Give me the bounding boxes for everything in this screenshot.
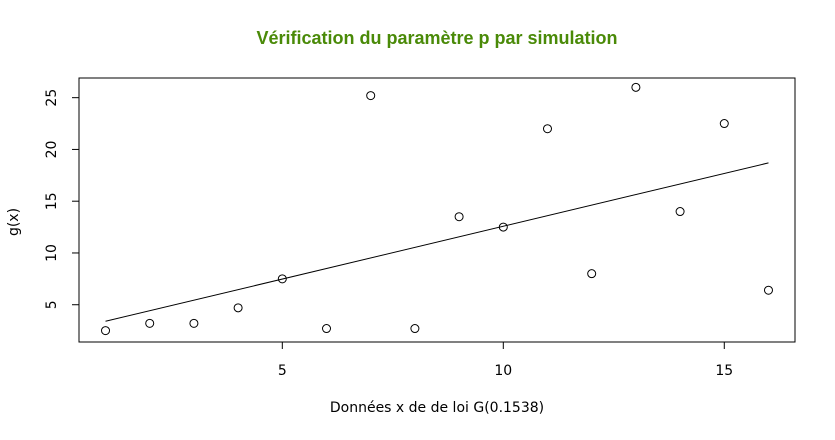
data-point — [719, 119, 729, 129]
chart-title: Vérification du paramètre p par simulati… — [256, 28, 618, 48]
y-tick-label: 20 — [44, 141, 60, 159]
data-point — [498, 222, 508, 232]
x-tick-label: 5 — [278, 363, 287, 379]
x-axis: 5 10 15 — [278, 341, 733, 379]
data-point — [587, 269, 597, 279]
y-axis: 5 10 15 20 25 — [44, 89, 80, 309]
y-axis-label: g(x) — [6, 207, 22, 237]
data-point — [322, 324, 332, 334]
data-point — [277, 274, 287, 284]
data-point — [410, 324, 420, 334]
data-point — [542, 124, 552, 134]
data-points — [101, 82, 773, 336]
x-tick-label: 10 — [494, 363, 512, 379]
data-point — [366, 91, 376, 101]
data-point — [189, 318, 199, 328]
regression-line-group — [105, 162, 769, 322]
y-tick-label: 25 — [44, 89, 60, 107]
x-tick-label: 15 — [715, 363, 733, 379]
data-point — [631, 82, 641, 92]
x-axis-label: Données x de de loi G(0.1538) — [329, 400, 545, 416]
data-point — [454, 212, 464, 222]
data-point — [101, 326, 111, 336]
data-point — [233, 303, 243, 313]
y-tick-label: 5 — [44, 300, 60, 309]
regression-line — [105, 162, 769, 322]
data-point — [763, 285, 773, 295]
y-tick-label: 10 — [44, 244, 60, 262]
data-point — [675, 207, 685, 217]
y-tick-label: 15 — [44, 192, 60, 210]
data-point — [145, 318, 155, 328]
